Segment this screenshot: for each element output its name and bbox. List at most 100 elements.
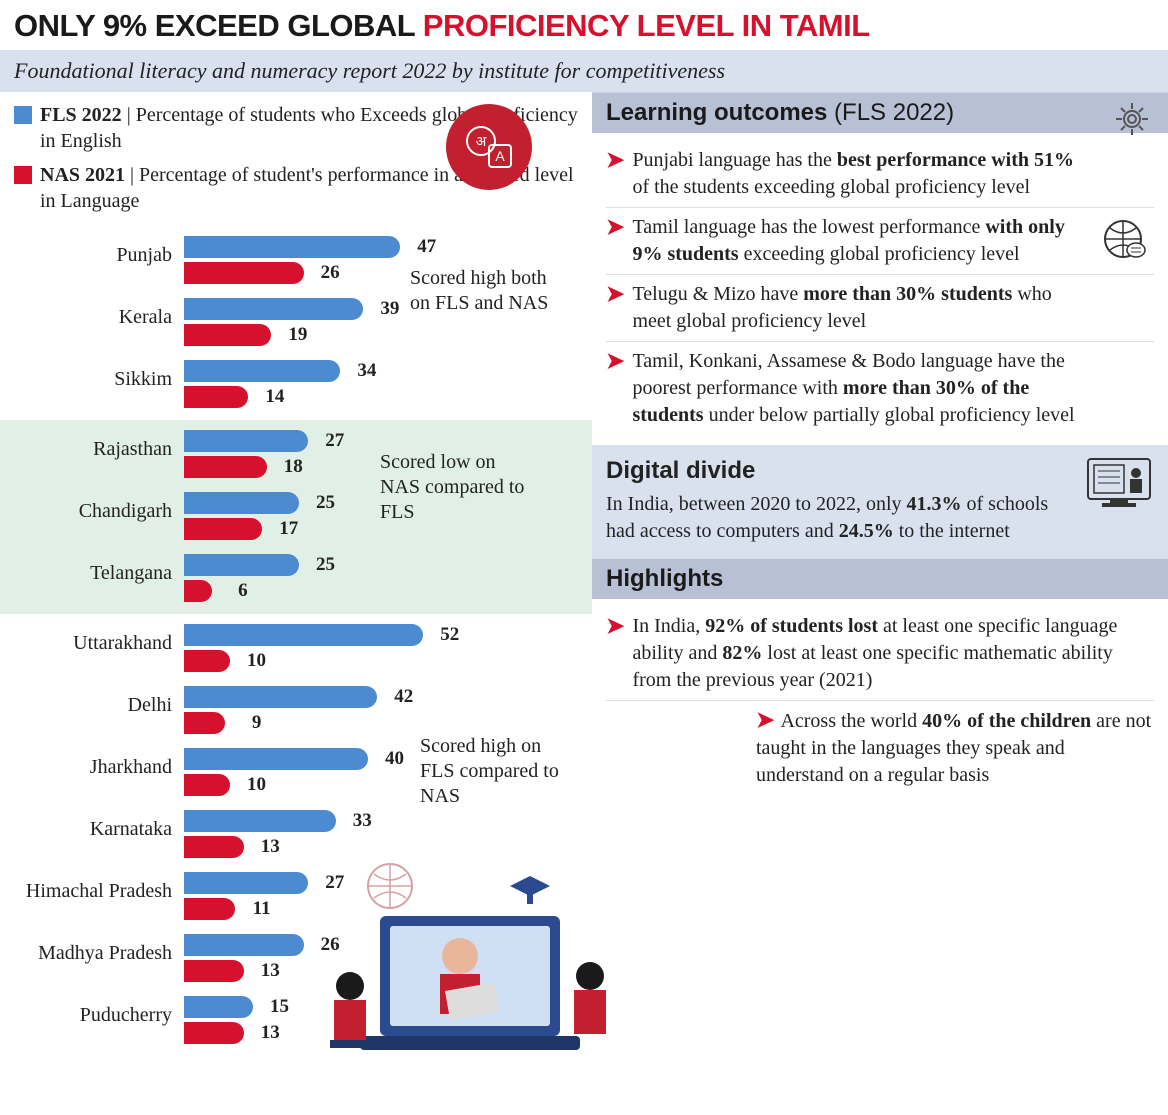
nas-bar: 14 [184, 386, 248, 408]
digital-title: Digital divide [606, 455, 1154, 487]
nas-bar: 9 [184, 712, 225, 734]
fls-value: 33 [353, 810, 372, 832]
bar-wrap: 34 14 [184, 360, 340, 408]
bullet-arrow-icon: ➤ [606, 348, 624, 429]
fls-value: 39 [380, 298, 399, 320]
digital-divide-section: Digital divide In India, between 2020 to… [592, 445, 1168, 559]
fls-value: 27 [325, 430, 344, 452]
nas-bar: 19 [184, 324, 271, 346]
bullet-arrow-icon: ➤ [756, 707, 774, 732]
fls-bar: 52 [184, 624, 423, 646]
nas-bar: 10 [184, 774, 230, 796]
state-label: Telangana [0, 562, 178, 585]
highlights-section: Highlights ➤In India, 92% of students lo… [592, 559, 1168, 803]
nas-bar: 11 [184, 898, 235, 920]
group-annotation: Scored high both on FLS and NAS [410, 266, 570, 316]
fls-bar: 15 [184, 996, 253, 1018]
bar-wrap: 2613 [184, 934, 304, 982]
group-annotation: Scored low on NAS compared to FLS [380, 450, 540, 525]
state-label: Puducherry [0, 1004, 178, 1027]
bar-wrap: 27 11 [184, 872, 308, 920]
computer-icon [1084, 455, 1154, 519]
nas-bar: 6 [184, 580, 212, 602]
fls-value: 27 [325, 872, 344, 894]
bullet-arrow-icon: ➤ [606, 613, 624, 694]
nas-bar: 13 [184, 836, 244, 858]
fls-bar: 40 [184, 748, 368, 770]
fls-bar: 27 [184, 872, 308, 894]
state-label: Chandigarh [0, 500, 178, 523]
nas-value: 13 [261, 960, 280, 982]
bar-wrap: 2718 [184, 430, 308, 478]
bar-wrap: 256 [184, 554, 299, 602]
state-label: Karnataka [0, 818, 178, 841]
nas-value: 13 [261, 1022, 280, 1044]
headline-part1: ONLY 9% EXCEED GLOBAL [14, 8, 423, 43]
chart-group: Punjab4726Kerala3919Sikkim3414Scored hig… [0, 226, 592, 420]
bullet-text: Tamil language has the lowest performanc… [632, 214, 1154, 268]
bullet-text: Punjabi language has the best performanc… [632, 147, 1154, 201]
state-row: Uttarakhand 5210 [0, 618, 592, 680]
bullet-arrow-icon: ➤ [606, 281, 624, 335]
state-label: Delhi [0, 694, 178, 717]
fls-value: 52 [440, 624, 459, 646]
fls-value: 40 [385, 748, 404, 770]
nas-value: 26 [321, 262, 340, 284]
fls-swatch [14, 106, 32, 124]
language-icon: अA [446, 104, 532, 190]
fls-value: 15 [270, 996, 289, 1018]
bar-wrap: 47 26 [184, 236, 400, 284]
fls-bar: 42 [184, 686, 377, 708]
fls-value: 26 [321, 934, 340, 956]
bullet-text: Tamil, Konkani, Assamese & Bodo language… [632, 348, 1154, 429]
state-label: Jharkhand [0, 756, 178, 779]
state-row: Himachal Pradesh 27 11 [0, 866, 592, 928]
bar-wrap: 3313 [184, 810, 336, 858]
bar-wrap: 2517 [184, 492, 299, 540]
highlight-text: In India, 92% of students lost at least … [632, 613, 1154, 694]
legend: FLS 2022 | Percentage of students who Ex… [0, 92, 592, 226]
group-annotation: Scored high on FLS compared to NAS [420, 734, 580, 809]
state-row: Sikkim 34 14 [0, 354, 592, 416]
nas-value: 10 [247, 774, 266, 796]
bar-wrap: 40 10 [184, 748, 368, 796]
state-label: Himachal Pradesh [0, 880, 178, 903]
nas-value: 11 [253, 898, 271, 920]
bar-wrap: 5210 [184, 624, 423, 672]
right-column: Learning outcomes (FLS 2022) ➤Punjabi la… [592, 92, 1168, 1056]
bar-chart: Punjab4726Kerala3919Sikkim3414Scored hig… [0, 226, 592, 1056]
state-label: Sikkim [0, 368, 178, 391]
bullet-arrow-icon: ➤ [606, 147, 624, 201]
bullet-text: Telugu & Mizo have more than 30% student… [632, 281, 1154, 335]
nas-bar: 17 [184, 518, 262, 540]
fls-value: 34 [357, 360, 376, 382]
highlight-text: ➤Across the world 40% of the children ar… [606, 707, 1154, 789]
fls-bar: 25 [184, 492, 299, 514]
highlights-body: ➤In India, 92% of students lost at least… [592, 599, 1168, 803]
headline-part2: PROFICIENCY LEVEL IN TAMIL [423, 8, 870, 43]
bar-wrap: 1513 [184, 996, 253, 1044]
nas-value: 13 [261, 836, 280, 858]
fls-bar: 34 [184, 360, 340, 382]
fls-value: 25 [316, 554, 335, 576]
nas-bar: 13 [184, 1022, 244, 1044]
svg-text:अ: अ [476, 133, 487, 149]
learning-bullet: ➤Punjabi language has the best performan… [606, 141, 1154, 207]
nas-value: 14 [265, 386, 284, 408]
svg-text:A: A [495, 148, 505, 164]
fls-bar: 25 [184, 554, 299, 576]
fls-bar: 47 [184, 236, 400, 258]
chart-group: Rajasthan2718Chandigarh2517Telangana256S… [0, 420, 592, 614]
bar-wrap: 429 [184, 686, 377, 734]
learning-outcomes-section: Learning outcomes (FLS 2022) ➤Punjabi la… [592, 92, 1168, 445]
state-label: Uttarakhand [0, 632, 178, 655]
fls-bar: 27 [184, 430, 308, 452]
learning-header: Learning outcomes (FLS 2022) [592, 93, 1168, 133]
nas-value: 19 [288, 324, 307, 346]
highlight-item: ➤Across the world 40% of the children ar… [606, 700, 1154, 795]
state-label: Rajasthan [0, 438, 178, 461]
learning-bullet: ➤Tamil, Konkani, Assamese & Bodo languag… [606, 341, 1154, 435]
nas-bar: 18 [184, 456, 267, 478]
learning-bullet: ➤Telugu & Mizo have more than 30% studen… [606, 274, 1154, 341]
nas-bar: 26 [184, 262, 304, 284]
